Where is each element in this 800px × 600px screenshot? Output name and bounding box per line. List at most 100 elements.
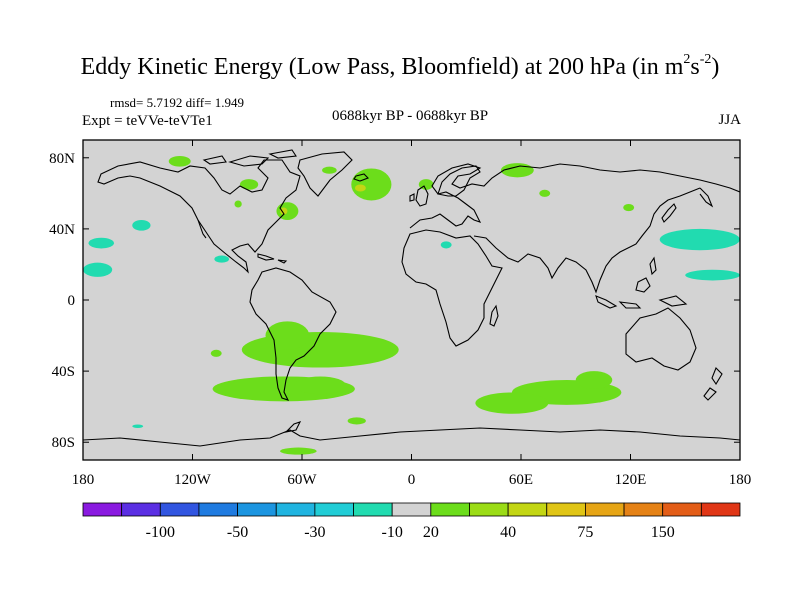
colorbar-tick-label: -50 bbox=[227, 524, 248, 541]
x-tick-label: 60E bbox=[509, 472, 533, 488]
coastline-australia bbox=[625, 307, 697, 371]
anomaly-region-21 bbox=[265, 321, 310, 350]
colorbar-swatch bbox=[585, 502, 625, 517]
x-tick-label: 120E bbox=[615, 472, 647, 488]
anomaly-region-29 bbox=[347, 417, 366, 425]
chart-title-superscript-2: -2 bbox=[699, 52, 712, 67]
colorbar-tick-label: -30 bbox=[304, 524, 325, 541]
coastline-japan bbox=[661, 203, 677, 223]
chart-title-mid: s bbox=[690, 54, 700, 80]
colorbar-tick-label: 40 bbox=[500, 524, 516, 541]
coastline-british-isles bbox=[409, 185, 429, 207]
rmsd-label: rmsd= 5.7192 diff= 1.949 bbox=[110, 95, 244, 110]
axis-labels: 180 120W 60W 0 60E 120E 180 80N 40N 0 40S 80S bbox=[49, 151, 751, 488]
colorbar-swatch bbox=[430, 502, 470, 517]
anomaly-region-0 bbox=[351, 168, 392, 201]
colorbar-swatch bbox=[662, 502, 702, 517]
chart-title-main: Eddy Kinetic Energy (Low Pass, Bloomfiel… bbox=[80, 54, 684, 80]
map-background bbox=[83, 140, 740, 460]
anomaly-region-3 bbox=[280, 207, 288, 215]
coastline-antarctica bbox=[83, 427, 740, 447]
y-tick-label: 40S bbox=[52, 364, 75, 380]
coastline-asia-south bbox=[473, 187, 701, 294]
coastline-new-zealand bbox=[703, 367, 723, 401]
anomaly-region-13 bbox=[88, 237, 115, 249]
anomaly-region-18 bbox=[440, 241, 452, 249]
x-tick-label: 180 bbox=[729, 472, 752, 488]
anomaly-region-25 bbox=[475, 392, 549, 414]
anomaly-region-4 bbox=[168, 156, 191, 167]
coastline-scandinavia bbox=[437, 165, 481, 197]
colorbar-swatch bbox=[159, 502, 200, 517]
anomaly-region-10 bbox=[539, 189, 551, 197]
coastline-caribbean bbox=[257, 253, 288, 264]
axis-ticks bbox=[82, 140, 741, 460]
colorbar-swatch bbox=[546, 502, 586, 517]
anomaly-region-20 bbox=[241, 332, 399, 368]
colorbar-swatch bbox=[82, 502, 123, 517]
coastline-greenland bbox=[297, 151, 353, 197]
anomaly-region-11 bbox=[623, 204, 635, 212]
anomaly-region-26 bbox=[575, 371, 613, 389]
coastlines bbox=[83, 149, 740, 447]
colorbar-tick-label: 150 bbox=[651, 524, 675, 541]
y-tick-label: 40N bbox=[49, 222, 75, 238]
colorbar-swatch bbox=[353, 502, 393, 517]
coastline-kamchatka bbox=[699, 187, 714, 208]
anomaly-regions bbox=[83, 156, 740, 455]
anomaly-region-8 bbox=[239, 179, 259, 190]
colorbar-swatch bbox=[507, 502, 548, 517]
colorbar-swatch bbox=[700, 502, 741, 517]
colorbar: -100 -50 -30 -10 20 40 75 150 bbox=[82, 502, 741, 541]
anomaly-region-17 bbox=[685, 269, 740, 281]
coastline-madagascar bbox=[489, 304, 499, 327]
colorbar-swatch bbox=[391, 502, 432, 517]
x-tick-label: 180 bbox=[72, 472, 95, 488]
anomaly-region-1 bbox=[354, 184, 366, 192]
anomaly-region-19 bbox=[132, 424, 144, 428]
coastline-baja bbox=[197, 219, 207, 239]
coastline-antarctic-peninsula bbox=[284, 421, 302, 433]
coastline-europe bbox=[409, 163, 740, 229]
anomaly-region-16 bbox=[659, 228, 740, 251]
x-tick-label: 120W bbox=[174, 472, 212, 488]
coastline-north-america bbox=[97, 159, 301, 274]
anomaly-region-15 bbox=[214, 255, 229, 263]
x-tick-label: 60W bbox=[287, 472, 317, 488]
x-tick-label: 0 bbox=[408, 472, 416, 488]
coastline-south-america bbox=[249, 267, 337, 401]
anomaly-region-23 bbox=[294, 376, 346, 395]
experiment-label: Expt = teVVe-teVTe1 bbox=[82, 113, 213, 129]
colorbar-tick-label: -100 bbox=[146, 524, 175, 541]
anomaly-region-14 bbox=[83, 262, 113, 277]
anomaly-region-28 bbox=[280, 447, 317, 455]
colorbar-tick-label: -10 bbox=[382, 524, 403, 541]
coastline-indonesia bbox=[595, 256, 688, 309]
coastline-arctic-islands bbox=[202, 149, 297, 167]
colorbar-swatch bbox=[469, 502, 509, 517]
y-tick-label: 80N bbox=[49, 151, 75, 167]
colorbar-swatch bbox=[275, 502, 316, 517]
colorbar-tick-label: 20 bbox=[423, 524, 439, 541]
anomaly-region-6 bbox=[500, 163, 534, 178]
anomaly-region-27 bbox=[210, 349, 222, 357]
season-label: JJA bbox=[718, 112, 741, 128]
period-label: 0688kyr BP - 0688kyr BP bbox=[331, 108, 489, 124]
colorbar-swatch bbox=[623, 502, 664, 517]
chart-title-superscript-1: 2 bbox=[683, 52, 691, 67]
chart-title: Eddy Kinetic Energy (Low Pass, Bloomfiel… bbox=[0, 52, 800, 81]
colorbar-tick-label: 75 bbox=[577, 524, 593, 541]
y-tick-label: 80S bbox=[52, 435, 75, 451]
colorbar-swatch bbox=[237, 502, 277, 517]
coastline-africa bbox=[401, 229, 503, 347]
anomaly-region-9 bbox=[234, 200, 242, 208]
coastline-iceland bbox=[353, 173, 369, 182]
colorbar-swatch bbox=[198, 502, 238, 517]
colorbar-swatch bbox=[121, 502, 161, 517]
anomaly-region-5 bbox=[322, 166, 337, 174]
chart-title-end: ) bbox=[711, 54, 720, 80]
anomaly-region-12 bbox=[132, 220, 151, 231]
y-tick-label: 0 bbox=[68, 293, 76, 309]
colorbar-swatch bbox=[314, 502, 354, 517]
